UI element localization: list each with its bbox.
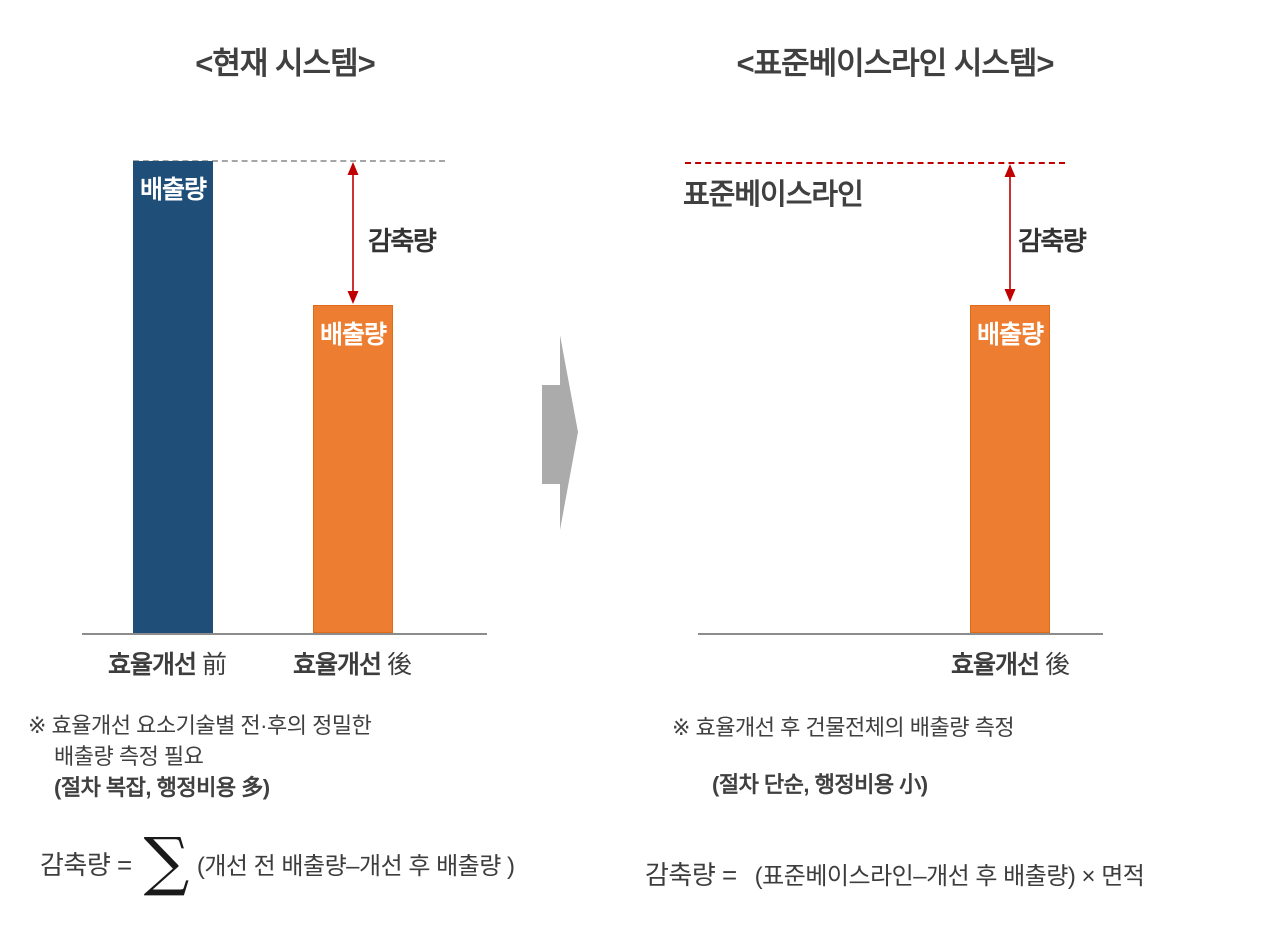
left-note-line2: 배출량 측정 필요 [54, 744, 204, 769]
left-axis-line [82, 633, 487, 635]
right-note-line1: ※ 효율개선 후 건물전체의 배출량 측정 [672, 715, 1015, 740]
left-axis-label-before-hanja: 前 [202, 651, 227, 679]
left-baseline-dashed-line [133, 160, 445, 162]
right-bar-after-label: 배출량 [976, 321, 1044, 349]
right-panel-title: <표준베이스라인 시스템> [736, 46, 1054, 81]
left-bar-before: 배출량 [133, 161, 213, 633]
right-axis-label-after-ko: 효율개선 [950, 651, 1040, 679]
right-formula-rhs: (표준베이스라인–개선 후 배출량) × 면적 [754, 862, 1145, 890]
right-reduction-double-arrow-icon [1004, 164, 1016, 302]
left-note-line1: ※ 효율개선 요소기술별 전·후의 정밀한 [28, 713, 372, 738]
left-note: ※ 효율개선 요소기술별 전·후의 정밀한 배출량 측정 필요 (절차 복잡, … [28, 710, 372, 803]
standard-baseline-label: 표준베이스라인 [683, 179, 864, 211]
left-bar-before-label: 배출량 [139, 176, 207, 204]
right-note-line2: (절차 단순, 행정비용 小) [712, 772, 928, 797]
right-axis-line [698, 633, 1103, 635]
left-axis-label-after-ko: 효율개선 [292, 651, 382, 679]
left-bar-after: 배출량 [313, 305, 393, 633]
left-bar-after-label: 배출량 [319, 321, 387, 349]
left-reduction-label: 감축량 [368, 226, 437, 256]
transition-right-arrow-icon [542, 335, 578, 530]
left-reduction-formula: 감축량 = ∑ (개선 전 배출량–개선 후 배출량 ) [40, 828, 515, 898]
left-note-line3: (절차 복잡, 행정비용 多) [54, 775, 270, 800]
right-reduction-label: 감축량 [1018, 226, 1087, 256]
left-reduction-double-arrow-icon [347, 162, 359, 304]
right-note: ※ 효율개선 후 건물전체의 배출량 측정 (절차 단순, 행정비용 小) [672, 712, 1015, 800]
left-formula-rhs: (개선 전 배출량–개선 후 배출량 ) [196, 852, 515, 880]
left-axis-label-after-hanja: 後 [387, 651, 412, 679]
right-axis-label-after-hanja: 後 [1045, 651, 1070, 679]
left-axis-label-after: 효율개선 後 [267, 645, 437, 681]
right-bar-after: 배출량 [970, 305, 1050, 633]
left-panel-title: <현재 시스템> [195, 46, 375, 81]
left-axis-label-before: 효율개선 前 [82, 645, 252, 681]
right-reduction-formula: 감축량 = (표준베이스라인–개선 후 배출량) × 면적 [645, 853, 1145, 893]
right-formula-lhs: 감축량 = [645, 859, 737, 890]
right-standard-baseline-dashed-line [685, 162, 1065, 164]
left-formula-lhs: 감축량 = [40, 849, 132, 880]
right-axis-label-after: 효율개선 後 [925, 645, 1095, 681]
left-axis-label-before-ko: 효율개선 [107, 651, 197, 679]
sigma-sum-symbol: ∑ [143, 824, 190, 899]
